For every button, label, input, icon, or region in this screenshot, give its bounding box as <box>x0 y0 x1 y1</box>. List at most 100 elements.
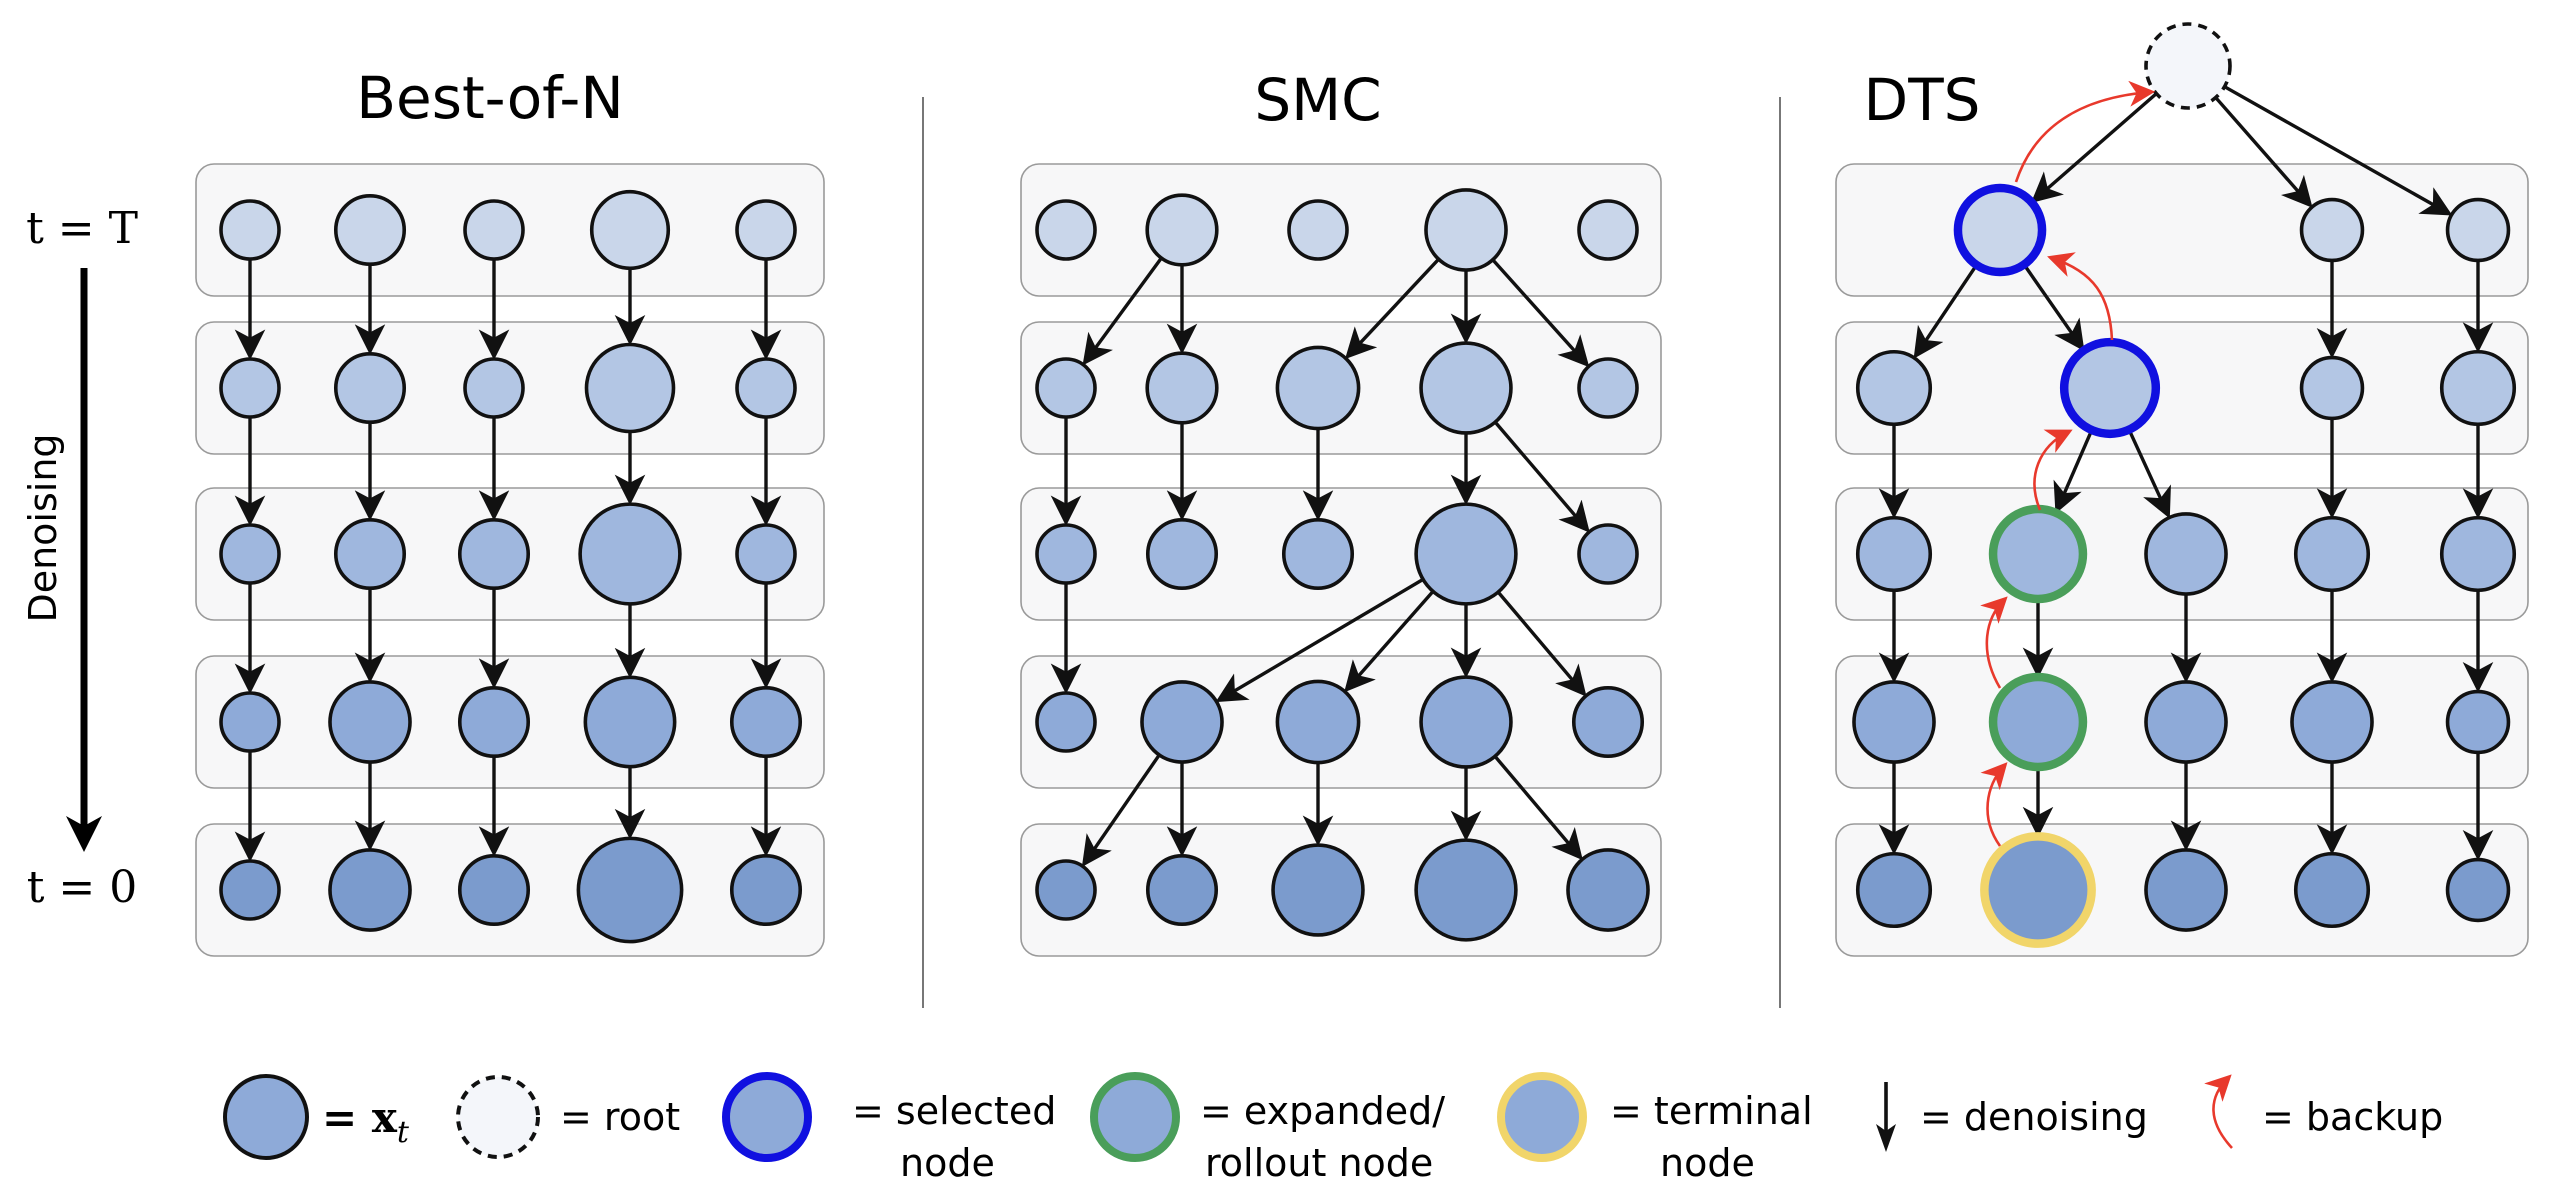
legend-terminal-line2: node <box>1660 1141 1755 1185</box>
dts-node-l3-c3 <box>2290 680 2374 764</box>
smc-node-l3-c0 <box>1035 691 1097 753</box>
smc-node-l1-c0 <box>1035 357 1097 419</box>
panel-title-smc: SMC <box>1254 66 1381 134</box>
smc-edge-l3-c1 <box>1215 577 1424 703</box>
bon-node-l3-c2 <box>457 685 531 759</box>
bon-node-l1-c3 <box>584 342 676 434</box>
dts-root-node <box>2144 22 2232 110</box>
legend-state-node-icon <box>223 1074 309 1160</box>
legend-expanded-line1: = expanded/ <box>1200 1089 1445 1133</box>
smc-edge-l3-c4 <box>1496 590 1587 697</box>
legend-backup-arrow-icon <box>2204 1074 2233 1149</box>
smc-node-l2-c1 <box>1145 517 1219 591</box>
legend-selected-node-icon <box>722 1072 812 1162</box>
bon-node-l4-c1 <box>328 848 412 932</box>
bon-node-l4-c0 <box>219 859 281 921</box>
smc-node-l2-c0 <box>1035 523 1097 585</box>
legend-root-node-icon <box>456 1075 540 1159</box>
backup-arrow-to-root <box>2014 80 2156 183</box>
backup-arrow-to-level-3 <box>1980 762 2008 847</box>
smc-edge-l1-c2 <box>1345 258 1440 360</box>
bon-node-l4-c3 <box>576 836 684 944</box>
bon-node-l2-c4 <box>735 523 797 585</box>
dts-node-l2-c0 <box>1855 515 1933 593</box>
bon-node-l0-c1 <box>333 193 407 267</box>
bon-node-l4-c2 <box>457 853 531 927</box>
dts-edge-l2-c2 <box>2127 428 2171 519</box>
smc-node-l2-c4 <box>1577 523 1639 585</box>
edges <box>234 85 2494 868</box>
backup-arrow-to-level-1 <box>2033 429 2073 511</box>
dts-edge-l1-c0 <box>1913 263 1978 359</box>
dts-node-l2-c4 <box>2439 515 2517 593</box>
smc-node-l3-c3 <box>1419 675 1513 769</box>
bon-node-l2-c1 <box>333 517 407 591</box>
backup-arrow-to-level-0 <box>2047 252 2114 341</box>
dts-selected-node-l1 <box>2059 337 2161 439</box>
smc-node-l4-c4 <box>1566 848 1650 932</box>
bon-node-l1-c0 <box>219 357 281 419</box>
dts-node-l4-c0 <box>1855 851 1933 929</box>
legend-xt-text: = x <box>322 1093 398 1142</box>
smc-node-l0-c4 <box>1577 199 1639 261</box>
smc-node-l4-c2 <box>1271 843 1365 937</box>
legend-selected-label: = selected node <box>852 1089 1056 1185</box>
dts-level-row-0 <box>1835 163 2529 297</box>
dts-node-l1-c2 <box>2299 355 2365 421</box>
smc-node-l0-c1 <box>1145 193 1219 267</box>
denoising-axis-label: Denoising <box>21 433 65 622</box>
bon-node-l2-c0 <box>219 523 281 585</box>
legend-backup-label: = backup <box>2262 1095 2443 1139</box>
time-label-bottom: t = 0 <box>27 862 138 913</box>
bon-node-l3-c0 <box>219 691 281 753</box>
time-label-bottom-text: t = 0 <box>27 862 138 913</box>
smc-node-l2-c2 <box>1281 517 1355 591</box>
legend-expanded-line2: rollout node <box>1205 1141 1433 1185</box>
dts-expanded-node-l2 <box>1988 504 2088 604</box>
bon-node-l0-c0 <box>219 199 281 261</box>
smc-node-l1-c3 <box>1419 341 1513 435</box>
bon-node-l3-c3 <box>583 675 677 769</box>
bon-node-l3-c1 <box>328 680 412 764</box>
legend-denoising-label: = denoising <box>1920 1095 2148 1139</box>
legend-terminal-label: = terminal node <box>1610 1089 1813 1185</box>
bon-node-l3-c4 <box>729 685 803 759</box>
legend-root-label: = root <box>560 1095 680 1139</box>
panel-title-best-of-n: Best-of-N <box>356 64 624 132</box>
smc-edge-l1-c0 <box>1082 257 1163 366</box>
time-label-top: t = T <box>26 203 138 254</box>
legend-xt-label: = xt <box>322 1093 410 1150</box>
smc-node-l3-c2 <box>1275 679 1361 765</box>
dts-edge-root-c0 <box>2030 92 2158 204</box>
legend-terminal-line1: = terminal <box>1610 1089 1813 1133</box>
bon-node-l4-c4 <box>729 853 803 927</box>
legend-selected-line2: node <box>900 1141 995 1185</box>
dts-node-l4-c2 <box>2144 848 2228 932</box>
bon-node-l2-c2 <box>457 517 531 591</box>
dts-node-l3-c2 <box>2144 680 2228 764</box>
bon-node-l0-c2 <box>463 199 525 261</box>
smc-node-l2-c3 <box>1414 502 1518 606</box>
smc-edge-l3-c2 <box>1344 590 1435 693</box>
bon-node-l1-c2 <box>463 357 525 419</box>
dts-node-l3-c0 <box>1852 680 1936 764</box>
bon-node-l2-c3 <box>578 502 682 606</box>
dts-node-l3-c4 <box>2445 689 2511 755</box>
legend-expanded-node-icon <box>1090 1072 1180 1162</box>
backup-arrows <box>1980 80 2156 847</box>
smc-edge-l4-c4 <box>1493 755 1583 861</box>
smc-node-l0-c0 <box>1035 199 1097 261</box>
dts-node-l0-c1 <box>2299 197 2365 263</box>
smc-node-l0-c2 <box>1287 199 1349 261</box>
dts-edge-root-c1 <box>2214 96 2313 208</box>
dts-node-l4-c4 <box>2445 857 2511 923</box>
nodes <box>219 22 2517 948</box>
smc-edge-l1-c4 <box>1491 258 1590 368</box>
bon-node-l1-c4 <box>735 357 797 419</box>
dts-edge-l1-c1 <box>2022 263 2085 352</box>
bon-node-l0-c3 <box>589 189 671 271</box>
smc-node-l0-c3 <box>1424 188 1508 272</box>
dts-selected-node-l0 <box>1953 183 2047 277</box>
bon-node-l1-c1 <box>333 351 407 425</box>
